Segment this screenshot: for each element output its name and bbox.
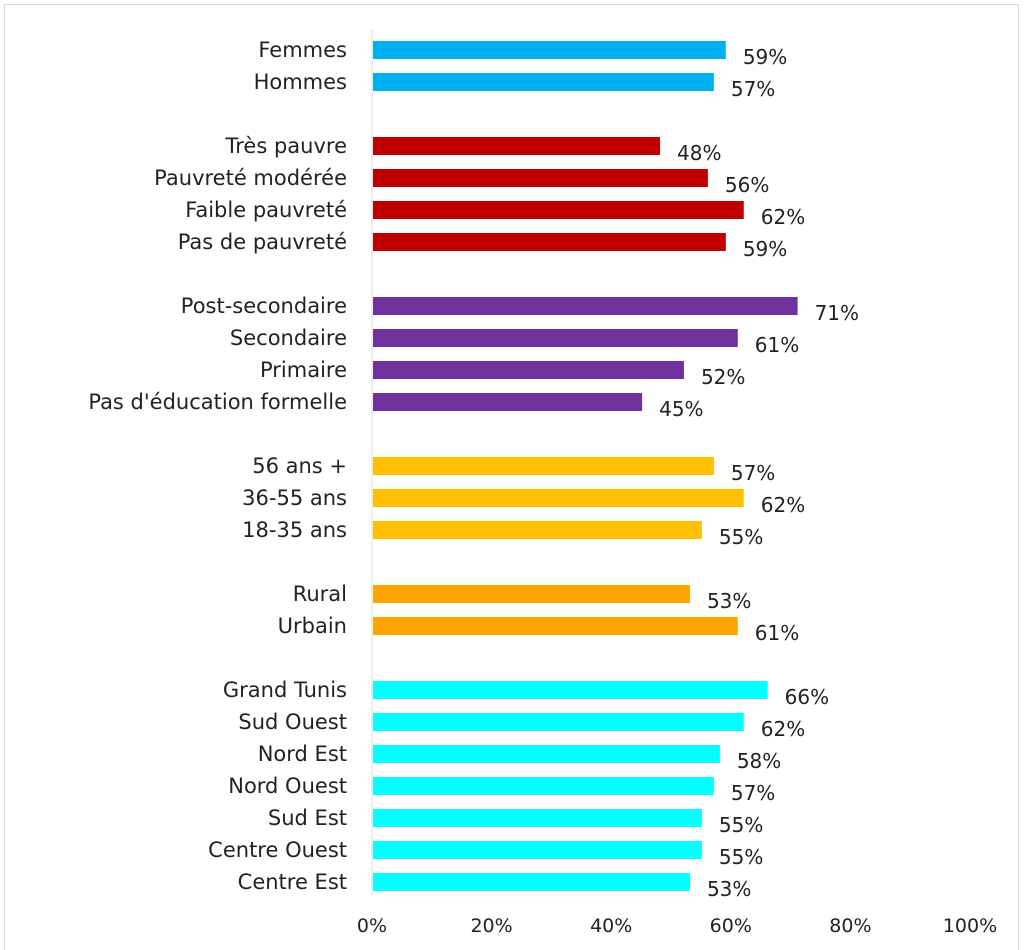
bar	[373, 297, 798, 315]
data-label: 56%	[725, 173, 769, 197]
bar	[373, 137, 661, 155]
data-label: 45%	[659, 397, 703, 421]
category-label: Nord Ouest	[228, 774, 347, 798]
bar	[373, 713, 744, 731]
category-label: Faible pauvreté	[185, 198, 347, 222]
bar	[373, 585, 690, 603]
chart-frame	[4, 4, 1019, 950]
x-tick-label: 100%	[943, 915, 997, 937]
category-label: Sud Ouest	[238, 710, 347, 734]
data-label: 57%	[731, 461, 775, 485]
data-label: 48%	[677, 141, 721, 165]
bar	[373, 489, 744, 507]
category-label: Primaire	[260, 358, 347, 382]
bar	[373, 41, 726, 59]
data-label: 62%	[761, 717, 805, 741]
data-label: 53%	[707, 877, 751, 901]
data-label: 61%	[755, 333, 799, 357]
bar	[373, 233, 726, 251]
bar	[373, 681, 768, 699]
x-tick-label: 80%	[829, 915, 871, 937]
data-label: 57%	[731, 77, 775, 101]
data-label: 55%	[719, 525, 763, 549]
data-label: 55%	[719, 813, 763, 837]
bar	[373, 393, 643, 411]
category-label: Hommes	[254, 70, 347, 94]
bar	[373, 617, 738, 635]
category-label: Centre Ouest	[208, 838, 347, 862]
bar	[373, 873, 690, 891]
x-tick-label: 0%	[357, 915, 387, 937]
category-label: 56 ans +	[252, 454, 347, 478]
x-tick-label: 20%	[470, 915, 512, 937]
category-label: 36-55 ans	[242, 486, 347, 510]
category-label: Grand Tunis	[223, 678, 347, 702]
category-label: Urbain	[278, 614, 347, 638]
x-tick-label: 40%	[590, 915, 632, 937]
category-label: Post-secondaire	[181, 294, 347, 318]
bar	[373, 745, 720, 763]
bar	[373, 329, 738, 347]
data-label: 58%	[737, 749, 781, 773]
category-label: Très pauvre	[225, 134, 347, 158]
data-label: 52%	[701, 365, 745, 389]
bar	[373, 361, 684, 379]
category-label: 18-35 ans	[242, 518, 347, 542]
bar	[373, 841, 702, 859]
data-label: 57%	[731, 781, 775, 805]
category-label: Pas de pauvreté	[178, 230, 347, 254]
data-label: 59%	[743, 237, 787, 261]
category-label: Secondaire	[230, 326, 347, 350]
data-label: 53%	[707, 589, 751, 613]
bar	[373, 777, 714, 795]
category-label: Femmes	[258, 38, 347, 62]
data-label: 59%	[743, 45, 787, 69]
data-label: 71%	[815, 301, 859, 325]
bar	[373, 169, 708, 187]
x-tick-label: 60%	[710, 915, 752, 937]
data-label: 62%	[761, 493, 805, 517]
bar	[373, 457, 714, 475]
bar	[373, 809, 702, 827]
category-label: Centre Est	[238, 870, 347, 894]
bar	[373, 201, 744, 219]
category-label: Sud Est	[268, 806, 347, 830]
data-label: 55%	[719, 845, 763, 869]
category-label: Rural	[293, 582, 347, 606]
data-label: 61%	[755, 621, 799, 645]
bar	[373, 73, 714, 91]
data-label: 66%	[785, 685, 829, 709]
category-label: Pas d'éducation formelle	[88, 390, 347, 414]
bar	[373, 521, 702, 539]
data-label: 62%	[761, 205, 805, 229]
category-label: Pauvreté modérée	[154, 166, 347, 190]
category-label: Nord Est	[258, 742, 347, 766]
